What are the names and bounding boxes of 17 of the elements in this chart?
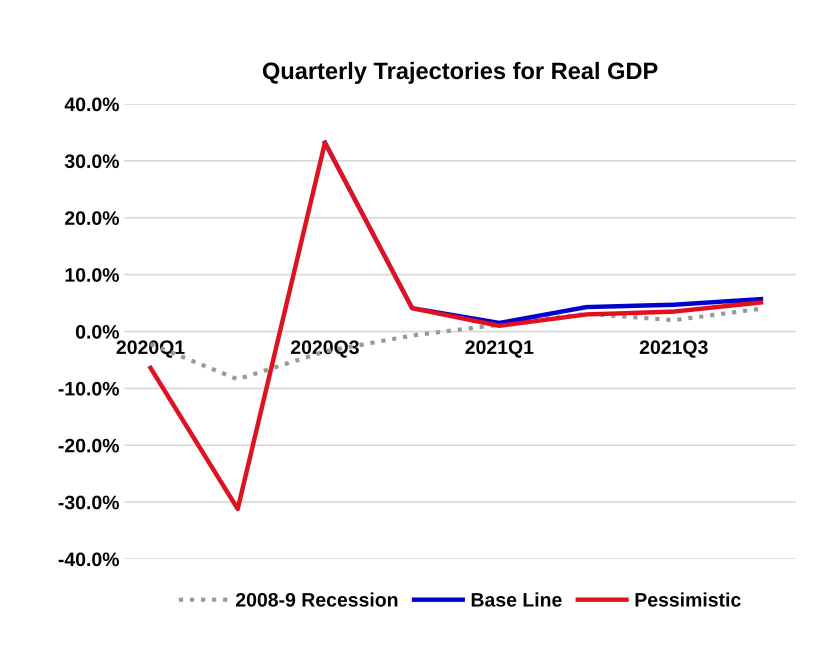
- legend-label: 2008-9 Recession: [236, 592, 398, 607]
- y-tick-label: 10.0%: [66, 268, 119, 282]
- y-tick-label: -30.0%: [58, 496, 119, 510]
- legend-label: Pessimistic: [636, 592, 741, 607]
- x-tick-label: 2021Q1: [465, 340, 534, 358]
- x-tick-label: 2020Q3: [291, 340, 359, 358]
- y-tick-label: 30.0%: [64, 154, 119, 168]
- chart-title: Quarterly Trajectories for Real GDP: [262, 62, 658, 84]
- x-tick-label: 2020Q1: [116, 340, 185, 358]
- y-tick-label: 20.0%: [65, 211, 119, 225]
- y-tick-label: -20.0%: [58, 438, 119, 452]
- y-tick-label: 40.0%: [64, 97, 119, 112]
- y-tick-label: -10.0%: [58, 382, 119, 396]
- legend-label: Base Line: [472, 592, 562, 607]
- y-tick-label: 0.0%: [76, 324, 119, 339]
- x-tick-label: 2021Q3: [640, 340, 708, 358]
- y-tick-label: -40.0%: [58, 552, 119, 566]
